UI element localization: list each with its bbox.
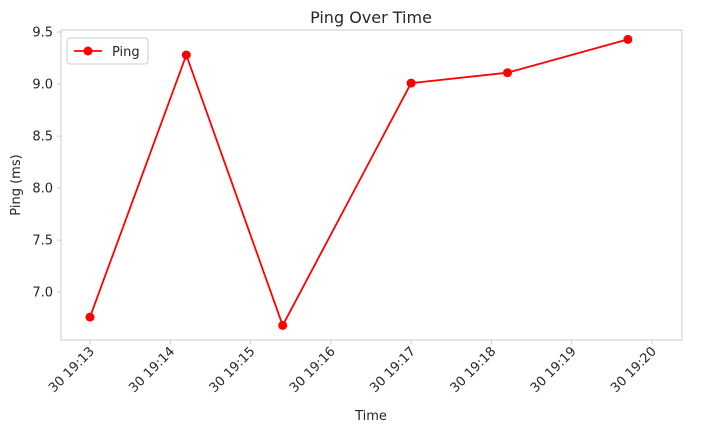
x-tick-label: 30 19:13 — [46, 344, 98, 396]
x-tick-label: 30 19:18 — [448, 344, 500, 396]
chart-title: Ping Over Time — [310, 8, 432, 27]
y-tick-label: 7.5 — [32, 234, 53, 249]
x-tick-label: 30 19:17 — [367, 344, 419, 396]
x-axis-ticks: 30 19:13 30 19:14 30 19:15 30 19:16 30 19:17… — [46, 340, 660, 396]
x-tick-label: 30 19:15 — [207, 344, 259, 396]
legend-box — [66, 37, 149, 65]
y-tick-label: 8.0 — [32, 182, 53, 197]
y-tick-label: 9.5 — [32, 26, 53, 41]
data-point — [406, 78, 416, 88]
x-tick-label: 30 19:14 — [126, 344, 178, 396]
data-point — [181, 50, 191, 60]
y-axis-ticks: 7.0 7.5 8.0 8.5 9.0 9.5 — [32, 26, 61, 301]
data-point — [503, 68, 512, 78]
plot-frame — [60, 29, 683, 341]
data-point — [85, 312, 95, 322]
series-line-ping — [89, 38, 629, 327]
legend: Ping — [66, 37, 149, 65]
data-point — [623, 34, 633, 44]
y-axis-title: Ping (ms) — [9, 154, 24, 215]
x-axis-title: Time — [354, 409, 387, 424]
x-tick-label: 30 19:19 — [528, 344, 580, 396]
y-tick-label: 7.0 — [32, 286, 53, 301]
x-tick-label: 30 19:20 — [608, 344, 660, 396]
y-tick-label: 9.0 — [32, 78, 53, 93]
x-tick-label: 30 19:16 — [287, 344, 339, 396]
y-tick-label: 8.5 — [32, 130, 53, 145]
legend-marker-swatch — [83, 46, 93, 56]
legend-label-ping: Ping — [112, 45, 140, 60]
series-layer — [85, 34, 633, 330]
data-point — [278, 320, 288, 330]
